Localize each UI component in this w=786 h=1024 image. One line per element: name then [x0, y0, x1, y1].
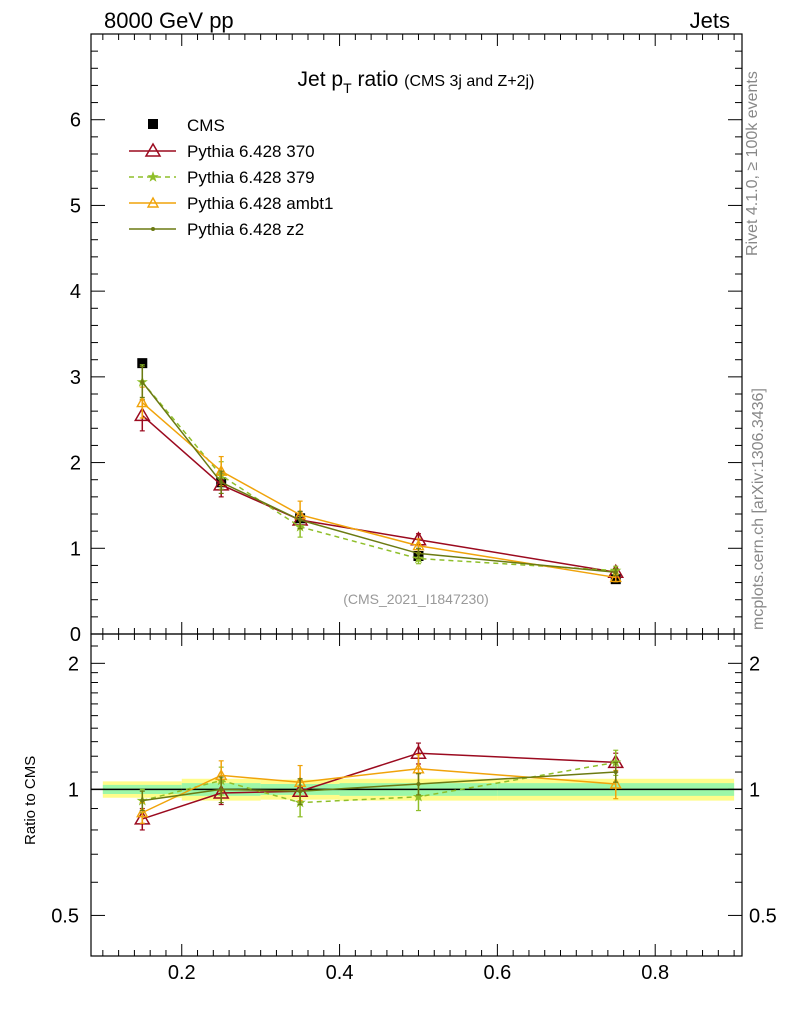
main-point-z2: [416, 551, 421, 556]
header-left: 8000 GeV pp: [104, 8, 234, 33]
main-point-z2: [219, 480, 224, 485]
legend: CMS Pythia 6.428 370 Pythia 6.428 379 Pythi…: [129, 116, 333, 239]
ratio-point-z2: [613, 770, 618, 775]
header-right: Jets: [689, 8, 730, 33]
legend-label-370: Pythia 6.428 370: [187, 142, 315, 161]
y-tick-label: 1: [70, 538, 81, 560]
legend-marker-ambt1: [146, 196, 160, 208]
ratio-point-379: [412, 790, 425, 802]
ratio-y-tick-label: 0.5: [51, 905, 79, 927]
ratio-point-370: [133, 810, 151, 825]
main-point-ambt1: [609, 570, 622, 583]
ratio-series-z2: [139, 761, 619, 812]
main-point-ambt1: [136, 396, 149, 408]
legend-marker-cms: [148, 119, 158, 129]
main-series-ambt1: [136, 386, 622, 583]
ratio-point-ambt1: [136, 806, 149, 818]
y-tick-label: 4: [70, 281, 81, 303]
y-tick-label: 6: [70, 110, 81, 132]
ratio-point-z2: [416, 781, 421, 786]
main-point-z2: [298, 518, 303, 522]
legend-marker-370: [144, 142, 162, 157]
ratio-point-z2: [219, 787, 224, 792]
ratio-point-ambt1: [609, 777, 622, 789]
ratio-point-z2: [140, 798, 145, 803]
main-series-379: [136, 364, 622, 576]
plot-title: Jet pT ratio (CMS 3j and Z+2j): [298, 68, 535, 96]
legend-label-ambt1: Pythia 6.428 ambt1: [187, 194, 333, 213]
y-tick-label: 5: [70, 195, 81, 217]
legend-marker-379: [147, 171, 159, 182]
legend-marker-z2: [151, 227, 155, 231]
x-tick-label: 0.6: [483, 962, 511, 984]
y-tick-label: 0: [70, 624, 81, 646]
x-tick-label: 0.2: [168, 962, 196, 984]
y-tick-label: 3: [70, 367, 81, 389]
main-series-z2: [139, 365, 619, 577]
main-point-z2: [613, 570, 618, 575]
ratio-y-tick-label: 2: [68, 653, 79, 675]
y-tick-label: 2: [70, 453, 81, 475]
legend-label-z2: Pythia 6.428 z2: [187, 220, 304, 239]
x-tick-label: 0.4: [326, 962, 354, 984]
x-tick-label: 0.8: [641, 962, 669, 984]
analysis-watermark: (CMS_2021_I1847230): [343, 591, 489, 607]
legend-label-379: Pythia 6.428 379: [187, 168, 315, 187]
main-point-370: [133, 406, 151, 422]
legend-label-cms: CMS: [187, 116, 225, 135]
main-series-cms: [137, 358, 621, 585]
main-point-cms: [137, 358, 148, 369]
main-series-370: [133, 399, 625, 579]
main-point-z2: [140, 380, 145, 384]
ratio-point-z2: [298, 789, 303, 794]
ratio-y-tick-label-right: 0.5: [749, 905, 777, 927]
ratio-plot-frame: [90, 633, 743, 957]
ratio-y-tick-label: 1: [68, 779, 79, 801]
ratio-point-ambt1: [412, 762, 425, 774]
ratio-y-tick-label-right: 1: [749, 779, 760, 801]
ratio-y-tick-label-right: 2: [749, 653, 760, 675]
